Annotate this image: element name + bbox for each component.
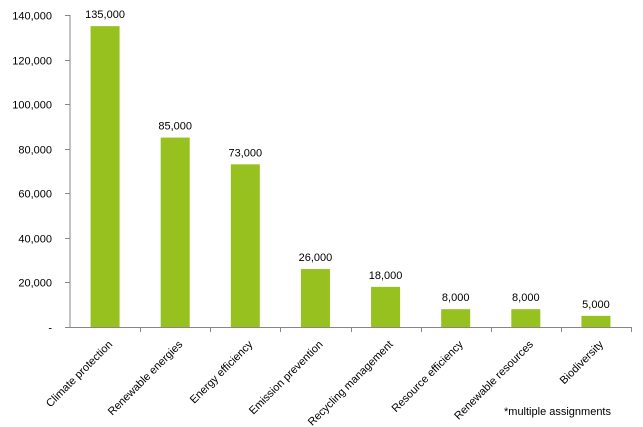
data-label: 18,000 (369, 270, 403, 282)
data-label: 8,000 (442, 292, 470, 304)
x-tick-label: Energy efficiency (188, 338, 256, 406)
data-label: 73,000 (228, 147, 262, 159)
bar (371, 286, 401, 327)
bar (160, 137, 190, 327)
x-tick-label: Biodiversity (558, 338, 607, 387)
data-label: 135,000 (85, 9, 125, 21)
bar (90, 26, 120, 328)
y-tick-label: 140,000 (12, 11, 52, 23)
y-tick-label: 120,000 (12, 56, 52, 68)
x-tick-label: Resource efficiency (390, 338, 467, 415)
y-tick-label: 100,000 (12, 100, 52, 112)
bar (230, 164, 260, 327)
footnote: *multiple assignments (504, 406, 611, 418)
data-labels: 135,000 85,000 73,000 26,000 18,000 8,000 8,00… (85, 9, 610, 311)
y-tick-label: - (48, 323, 52, 335)
data-label: 5,000 (582, 299, 610, 311)
y-tick-label: 80,000 (18, 145, 52, 157)
data-label: 85,000 (158, 121, 192, 133)
bars (90, 26, 611, 328)
bar (300, 269, 330, 327)
bar (441, 309, 471, 327)
data-label: 8,000 (512, 292, 540, 304)
x-tick-label: Emission prevention (247, 339, 326, 418)
data-label: 26,000 (299, 252, 333, 264)
y-axis: - 20,000 40,000 60,000 80,000 100,000 120,000 1… (12, 11, 71, 335)
y-tick-label: 40,000 (18, 234, 52, 246)
bar (581, 315, 611, 327)
bar (511, 309, 541, 327)
y-tick-label: 20,000 (18, 278, 52, 290)
y-tick-label: 60,000 (18, 189, 52, 201)
x-tick-label: Renewable energies (106, 338, 186, 418)
x-tick-label: Climate protection (44, 339, 115, 410)
